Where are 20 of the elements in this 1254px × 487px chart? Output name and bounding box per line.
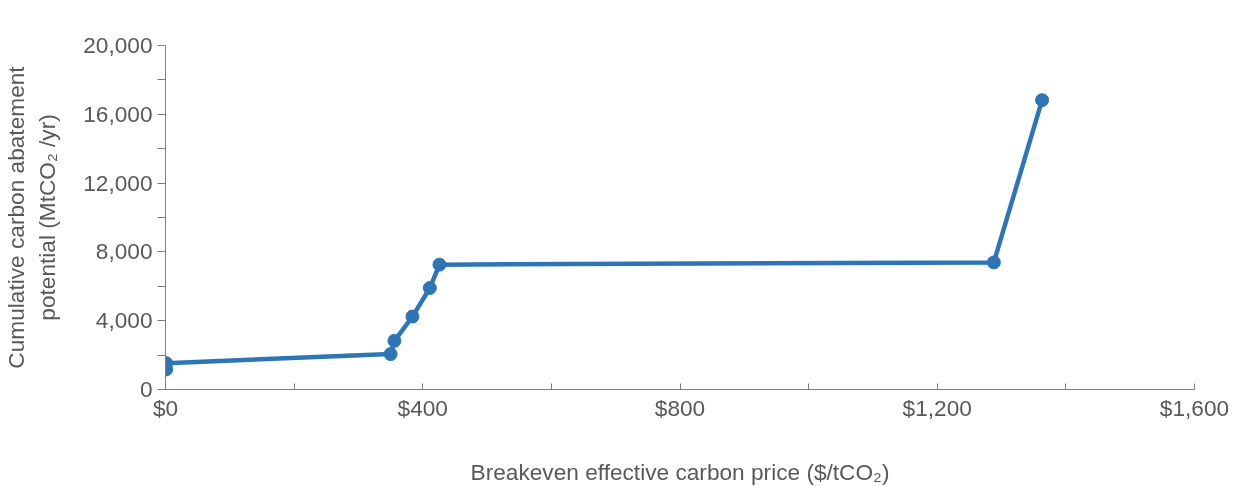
point	[422, 281, 437, 296]
x-axis-title: Breakeven effective carbon price ($/tCO₂)	[470, 458, 890, 485]
point	[405, 309, 420, 324]
y-tick-label: 12,000	[83, 169, 153, 196]
x-tick-label: $1,600	[1159, 394, 1230, 421]
y-tick-label: 16,000	[83, 100, 153, 127]
point	[1035, 93, 1050, 108]
y-tick-label: 0	[139, 376, 153, 402]
x-tick-label: $1,200	[902, 394, 972, 421]
point	[986, 255, 1001, 270]
x-tick-label: $800	[654, 394, 706, 421]
y-axis-title: Cumulative carbon abatement potential (MtCO₂ /yr)	[3, 65, 61, 369]
y-tick-label: 8,000	[95, 238, 153, 265]
point	[387, 333, 402, 348]
y-tick-label: 20,000	[83, 32, 153, 58]
point	[383, 347, 398, 362]
x-tick-label: $0	[152, 394, 179, 421]
x-tick-label: $400	[397, 394, 448, 421]
point	[432, 257, 447, 272]
y-tick-label: 4,000	[95, 307, 153, 334]
